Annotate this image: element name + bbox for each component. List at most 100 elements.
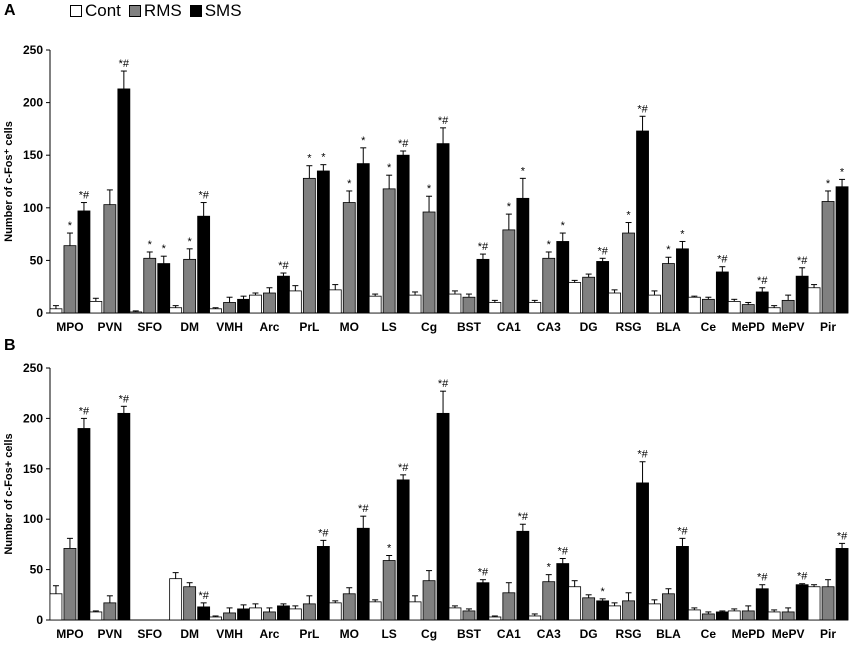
x-tick-label: PVN <box>98 320 123 334</box>
bar-rms <box>183 586 197 621</box>
bar-sms <box>795 275 809 314</box>
significance-label: * <box>162 243 167 255</box>
x-tick-label: SFO <box>137 627 162 641</box>
significance-label: * <box>148 239 153 251</box>
significance-label: * <box>387 162 392 174</box>
x-tick-label: Ce <box>701 627 717 641</box>
significance-label: * <box>307 153 312 165</box>
bar-cont <box>49 593 63 621</box>
bar-rms <box>502 592 516 621</box>
bar-sms <box>636 482 649 621</box>
significance-label: * <box>68 220 73 232</box>
significance-label: *# <box>438 378 449 390</box>
significance-label: *# <box>757 572 768 584</box>
legend: Cont RMS SMS <box>70 1 250 21</box>
bar-sms <box>77 428 91 621</box>
bar-rms <box>821 201 835 314</box>
bar-sms <box>636 130 649 314</box>
significance-label: *# <box>478 567 489 579</box>
y-tick-label: 200 <box>23 411 43 425</box>
x-tick-label: CA1 <box>497 627 521 641</box>
significance-label: *# <box>558 546 569 558</box>
bar-cont <box>608 605 621 621</box>
x-tick-label: BLA <box>656 627 681 641</box>
significance-label: *# <box>79 405 90 417</box>
x-tick-label: DG <box>580 627 598 641</box>
bar-rms <box>622 600 635 621</box>
bar-rms <box>342 202 356 314</box>
bar-cont <box>727 301 741 314</box>
bar-sms <box>396 154 410 314</box>
bar-sms <box>715 611 729 621</box>
y-tick-label: 150 <box>23 462 43 476</box>
panel-b-letter: B <box>4 337 16 354</box>
bar-cont <box>368 601 382 621</box>
bar-cont <box>89 301 103 314</box>
x-tick-label: DM <box>180 320 199 334</box>
bar-sms <box>676 248 689 314</box>
x-tick-label: MPO <box>56 627 83 641</box>
x-tick-label: SFO <box>137 320 162 334</box>
significance-label: *# <box>637 449 648 461</box>
bar-sms <box>516 530 530 621</box>
bar-cont <box>448 607 462 621</box>
bar-cont <box>209 308 222 314</box>
significance-label: * <box>561 220 566 232</box>
bar-rms <box>143 257 157 314</box>
bar-rms <box>622 232 635 314</box>
y-tick-label: 250 <box>23 361 43 375</box>
bar-sms <box>277 605 290 621</box>
x-tick-label: DG <box>580 320 598 334</box>
bar-cont <box>288 290 302 314</box>
legend-item-sms: SMS <box>189 1 242 21</box>
bar-cont <box>448 293 462 314</box>
bar-rms <box>821 586 835 621</box>
y-tick-label: 100 <box>23 512 43 526</box>
bar-rms <box>263 611 276 621</box>
x-tick-label: MePV <box>772 627 805 641</box>
y-tick-label: 100 <box>23 201 43 215</box>
y-tick-label: 0 <box>36 613 43 627</box>
bar-sms <box>715 271 729 314</box>
significance-label: *# <box>318 527 329 539</box>
x-tick-label: MePD <box>732 627 766 641</box>
bar-rms <box>302 603 316 621</box>
legend-swatch-rms <box>128 5 141 17</box>
significance-label: *# <box>518 511 529 523</box>
bar-cont <box>328 289 342 314</box>
bar-rms <box>103 602 117 621</box>
bar-cont <box>488 302 502 314</box>
bar-rms <box>741 304 755 314</box>
bar-cont <box>648 603 661 621</box>
bar-sms <box>755 291 769 314</box>
y-tick-label: 250 <box>23 43 43 57</box>
legend-item-cont: Cont <box>70 1 121 21</box>
bar-rms <box>263 292 276 314</box>
bar-rms <box>662 593 675 621</box>
x-tick-label: Arc <box>259 320 279 334</box>
bar-rms <box>422 211 436 314</box>
bar-sms <box>676 546 689 621</box>
bar-rms <box>701 613 715 621</box>
bar-rms <box>502 229 516 314</box>
x-tick-label: Pir <box>820 320 836 334</box>
bar-rms <box>741 610 755 621</box>
bar-rms <box>63 245 77 314</box>
bar-cont <box>488 616 502 621</box>
significance-label: *# <box>438 115 449 127</box>
bar-cont <box>89 611 103 621</box>
bar-cont <box>328 602 342 621</box>
significance-label: *# <box>198 590 209 602</box>
significance-label: *# <box>717 254 728 266</box>
bar-cont <box>209 616 222 621</box>
x-tick-label: LS <box>381 320 396 334</box>
bar-rms <box>662 263 675 314</box>
bar-rms <box>582 597 596 621</box>
significance-label: *# <box>358 503 369 515</box>
legend-swatch-cont <box>70 5 82 17</box>
significance-label: *# <box>637 103 648 115</box>
x-tick-label: MePV <box>772 320 805 334</box>
x-tick-label: VMH <box>216 627 243 641</box>
x-tick-label: DM <box>180 627 199 641</box>
